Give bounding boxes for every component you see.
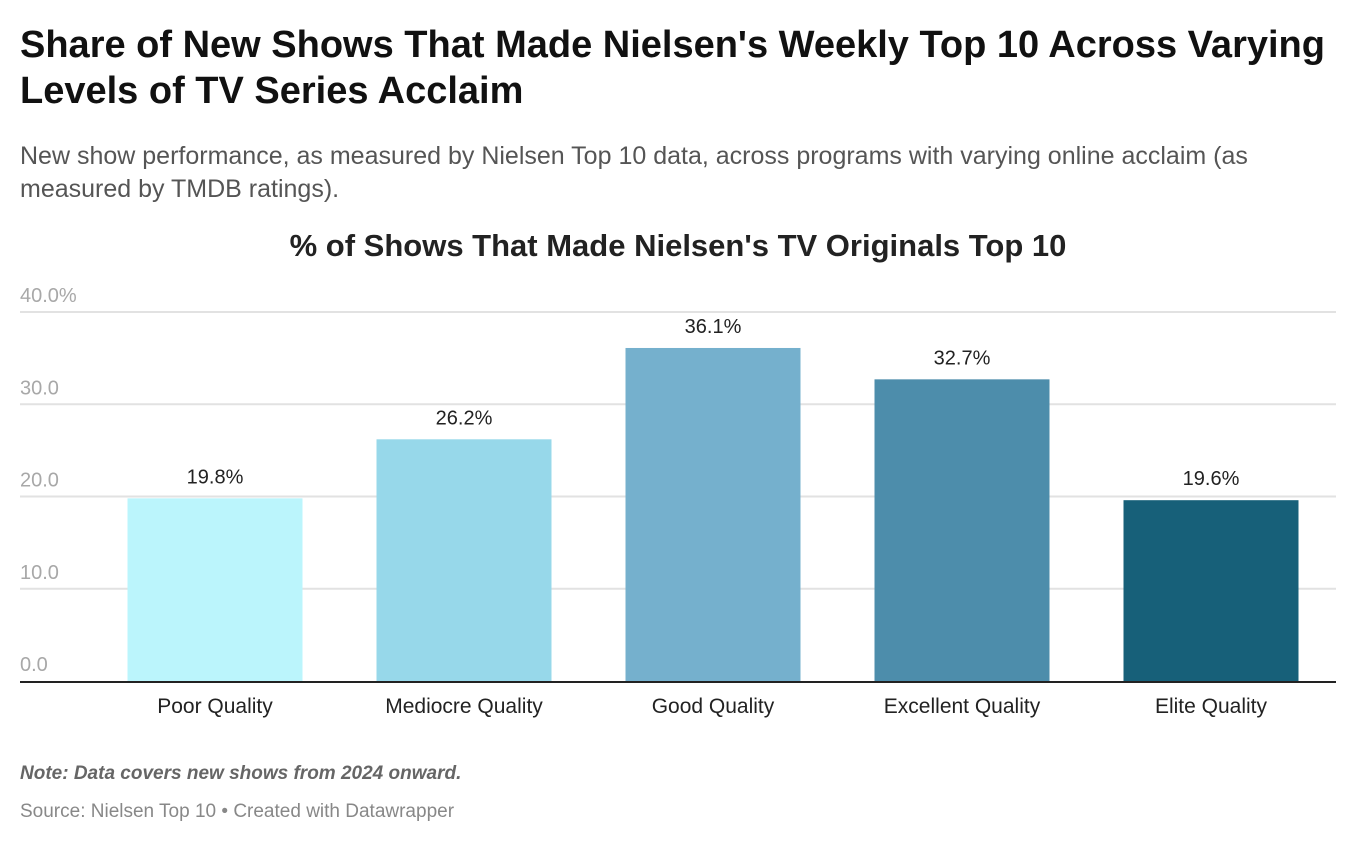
- bar: [874, 379, 1050, 681]
- note: Note: Data covers new shows from 2024 on…: [20, 763, 462, 784]
- x-tick-label: Excellent Quality: [884, 695, 1041, 718]
- x-tick-label: Elite Quality: [1155, 695, 1268, 718]
- y-tick-label: 0.0: [20, 654, 48, 676]
- value-label: 19.8%: [187, 466, 244, 488]
- y-tick-label: 40.0%: [20, 285, 77, 307]
- x-tick-label: Poor Quality: [157, 695, 273, 718]
- x-tick-label: Good Quality: [652, 695, 775, 718]
- bar: [1123, 500, 1299, 681]
- value-label: 26.2%: [436, 407, 493, 429]
- bar: [127, 498, 303, 681]
- chart-title: % of Shows That Made Nielsen's TV Origin…: [289, 228, 1067, 263]
- value-label: 36.1%: [685, 316, 742, 338]
- x-tick-label: Mediocre Quality: [385, 695, 543, 718]
- y-tick-label: 20.0: [20, 470, 59, 492]
- y-tick-label: 30.0: [20, 377, 59, 399]
- subtitle: New show performance, as measured by Nie…: [20, 142, 1248, 203]
- value-label: 19.6%: [1183, 468, 1240, 490]
- bar: [625, 347, 801, 681]
- page-title: Share of New Shows That Made Nielsen's W…: [20, 24, 1325, 112]
- source: Source: Nielsen Top 10 • Created with Da…: [20, 801, 455, 822]
- y-tick-label: 10.0: [20, 562, 59, 584]
- bar: [376, 439, 552, 681]
- value-label: 32.7%: [934, 347, 991, 369]
